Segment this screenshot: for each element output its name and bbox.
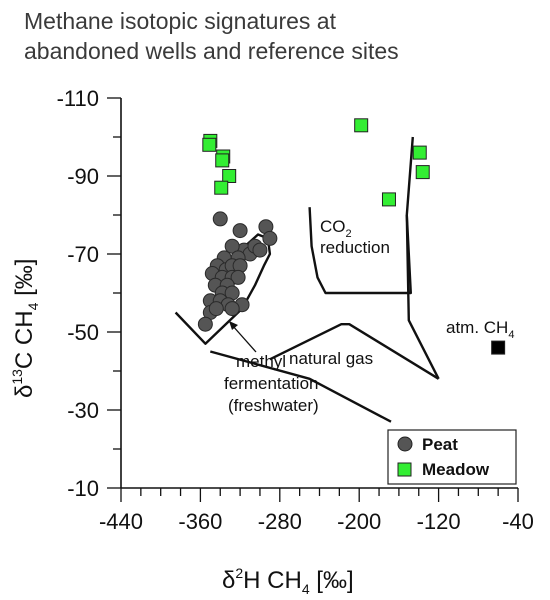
y-tick-label: -30 <box>67 398 99 423</box>
y-axis-label: δ13C CH4 [‰] <box>9 259 41 398</box>
meadow-point <box>215 153 230 168</box>
meadow-point <box>381 192 396 207</box>
y-tick-label: -110 <box>57 86 99 111</box>
region-line-upper-right-boundary <box>405 214 440 380</box>
y-tick-label: -90 <box>67 164 99 189</box>
peat-point <box>224 301 240 317</box>
peat-point <box>208 301 224 317</box>
chart-title-line-1: Methane isotopic signatures at <box>24 8 336 34</box>
meadow-point <box>214 180 229 195</box>
meadow-point <box>412 145 427 160</box>
legend: Peat Meadow <box>387 429 517 485</box>
chart-title-line-2: abandoned wells and reference sites <box>24 38 399 64</box>
methyl-fermentation-label-2: fermentation <box>224 374 319 393</box>
x-tick-label: -440 <box>99 509 143 534</box>
meadow-point <box>415 165 430 180</box>
atm-ch-point <box>491 340 506 355</box>
peat-point <box>230 269 246 285</box>
y-tick-label: -50 <box>67 320 99 345</box>
y-tick-label: -10 <box>67 476 99 501</box>
chart-title: Methane isotopic signatures at abandoned… <box>24 6 544 66</box>
x-tick-label: -40 <box>502 509 534 534</box>
co2-reduction-label: CO2 <box>320 217 352 240</box>
x-tick-label: -360 <box>178 509 222 534</box>
region-boundaries <box>174 136 440 423</box>
natural-gas-label: natural gas <box>289 349 373 368</box>
methyl-fermentation-arrow <box>231 324 257 353</box>
region-line-natural-gas <box>269 323 440 380</box>
co2-reduction-label-line2: reduction <box>320 238 390 257</box>
atm-ch4-label: atm. CH4 <box>446 318 514 341</box>
legend-meadow-label: Meadow <box>422 460 490 479</box>
region-line-lower-boundary <box>209 350 392 423</box>
legend-meadow-marker <box>397 462 412 477</box>
meadow-point <box>202 137 217 152</box>
chart-axes: -440 -360 -280 -200 -120 -40 -110 -90 -70 -50 -30 -… <box>57 86 534 534</box>
legend-peat-label: Peat <box>422 435 458 454</box>
peat-point <box>262 230 278 246</box>
region-line-co2-reduction <box>308 136 414 295</box>
legend-peat-marker <box>397 436 413 452</box>
peat-point <box>197 316 213 332</box>
meadow-point <box>354 118 369 133</box>
meadow-point <box>222 169 237 183</box>
methyl-fermentation-label-3: (freshwater) <box>228 396 319 415</box>
data-points <box>197 118 506 355</box>
methyl-fermentation-label-1: methyl <box>236 352 286 371</box>
peat-point <box>252 242 268 258</box>
x-axis-label: δ2H CH4 [‰] <box>222 565 354 597</box>
region-line-methyl-fermentation <box>174 233 272 345</box>
peat-point <box>224 238 240 254</box>
x-tick-label: -280 <box>258 509 302 534</box>
methyl-fermentation-arrowhead <box>229 321 238 330</box>
x-tick-label: -200 <box>337 509 381 534</box>
peat-point <box>232 223 248 239</box>
peat-point <box>212 211 228 227</box>
x-tick-label: -120 <box>417 509 461 534</box>
y-tick-label: -70 <box>67 242 99 267</box>
